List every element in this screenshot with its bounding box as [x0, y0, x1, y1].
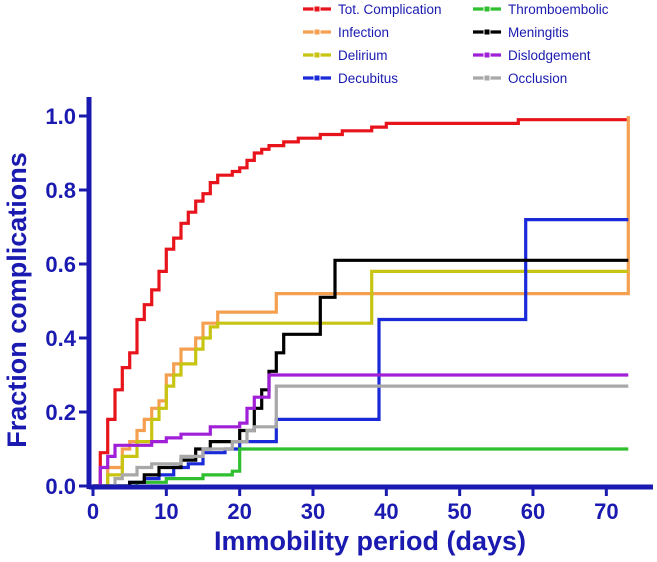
legend-label: Delirium [338, 48, 388, 63]
legend-marker [483, 28, 491, 36]
series-line-dislodgement [93, 373, 629, 488]
x-tick-label: 70 [594, 499, 618, 524]
series-line-occlusion [93, 384, 629, 488]
series-line-decubitus [93, 218, 629, 488]
y-tick-label: 0.4 [45, 326, 76, 351]
legend-label: Dislodgement [508, 48, 591, 63]
series-layer [93, 116, 630, 488]
legend-marker [483, 51, 491, 59]
series-line-delirium [93, 269, 629, 488]
y-tick-label: 0.2 [45, 400, 76, 425]
legend-marker [313, 28, 321, 36]
y-axis-title: Fraction complications [2, 152, 32, 448]
series-line-tot-complication [93, 118, 629, 488]
legend-label: Meningitis [508, 25, 569, 40]
y-tick-label: 1.0 [45, 104, 76, 129]
legend-label: Decubitus [338, 71, 398, 86]
x-tick-label: 30 [301, 499, 325, 524]
x-tick-label: 20 [227, 499, 251, 524]
axes: 0 10 20 30 40 50 60 70 0.0 0.2 0.4 0.6 0.8 1.0 [45, 97, 653, 524]
legend-marker [313, 74, 321, 82]
y-tick-label: 0.6 [45, 252, 76, 277]
series-line-infection [93, 116, 630, 488]
x-tick-label: 40 [374, 499, 398, 524]
legend-marker [313, 5, 321, 13]
legend-marker [313, 51, 321, 59]
legend-label: Thromboembolic [508, 2, 609, 17]
x-tick-label: 0 [87, 499, 99, 524]
legend-marker [483, 5, 491, 13]
x-tick-label: 60 [521, 499, 545, 524]
legend-label: Tot. Complication [338, 2, 442, 17]
y-tick-label: 0.8 [45, 178, 76, 203]
legend-label: Infection [338, 25, 389, 40]
x-tick-label: 50 [447, 499, 471, 524]
legend-marker [483, 74, 491, 82]
legend-label: Occlusion [508, 71, 567, 86]
x-tick-label: 10 [154, 499, 178, 524]
legend: Tot. Complication Infection Delirium Decubi… [303, 2, 609, 86]
y-tick-label: 0.0 [45, 474, 76, 499]
x-axis-title: Immobility period (days) [214, 526, 526, 556]
